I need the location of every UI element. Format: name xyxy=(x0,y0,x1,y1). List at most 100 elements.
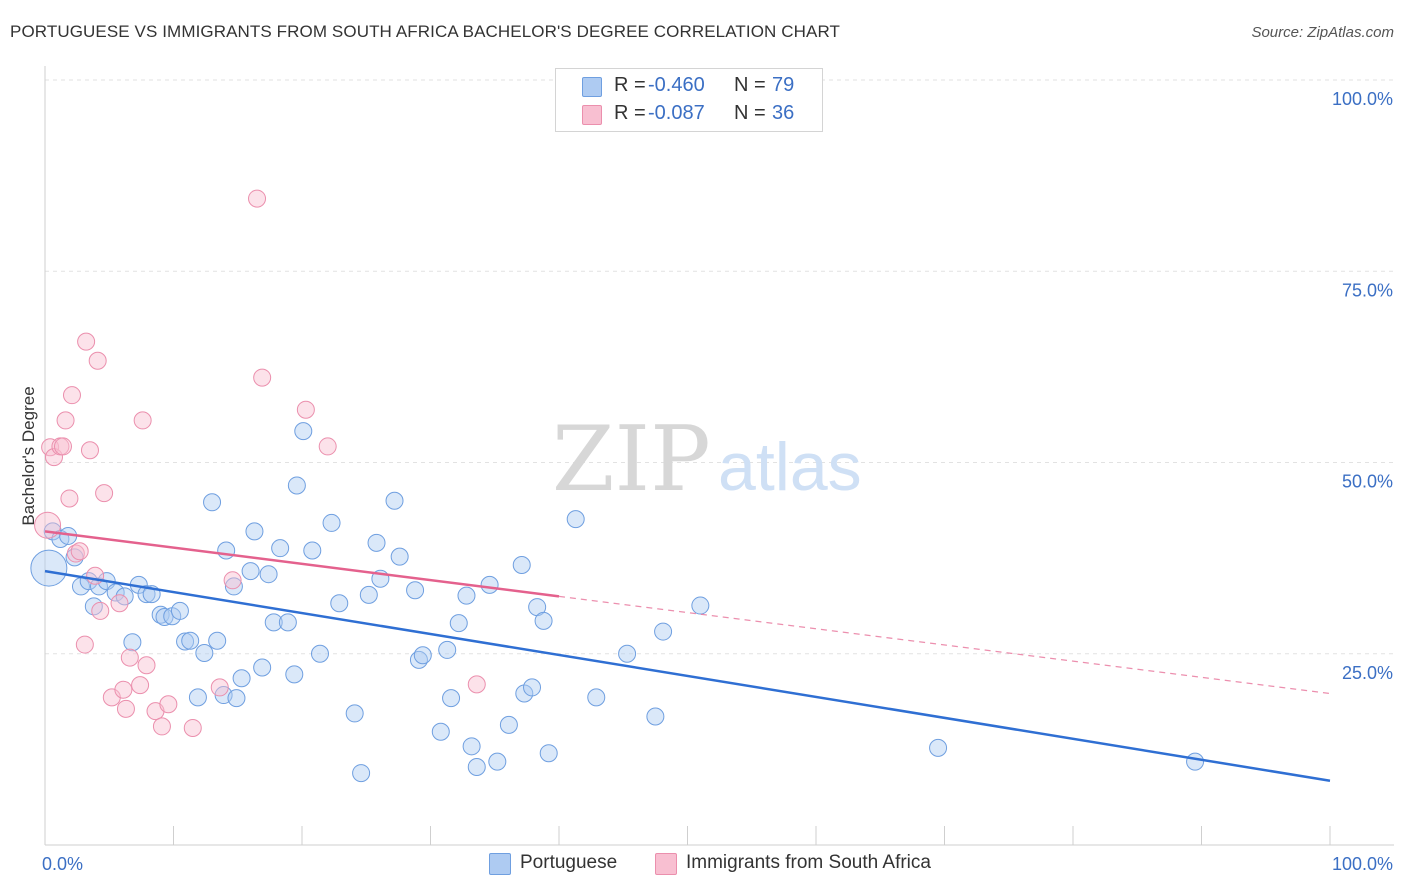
y-tick-label: 100.0% xyxy=(1332,89,1393,109)
data-point-south-africa xyxy=(210,678,229,697)
data-point-portuguese xyxy=(438,640,457,659)
data-point-portuguese xyxy=(442,689,461,708)
data-point-portuguese xyxy=(227,689,246,708)
legend-r-value: -0.087 xyxy=(648,102,705,124)
data-point-portuguese xyxy=(467,757,486,776)
data-point-portuguese xyxy=(618,644,637,663)
data-point-portuguese xyxy=(929,738,948,757)
data-point-south-africa xyxy=(88,351,107,370)
data-point-south-africa xyxy=(110,594,129,613)
data-point-portuguese xyxy=(457,586,476,605)
trend-line-south-africa-extension xyxy=(558,595,1331,695)
data-point-portuguese xyxy=(480,575,499,594)
data-point-portuguese xyxy=(431,722,450,741)
data-point-portuguese xyxy=(170,601,189,620)
legend-swatch-portuguese xyxy=(582,77,602,97)
data-point-south-africa xyxy=(80,441,99,460)
data-point-south-africa xyxy=(137,656,156,675)
data-point-portuguese xyxy=(264,613,283,632)
y-tick-label: 75.0% xyxy=(1342,280,1393,300)
series-portuguese xyxy=(30,422,1205,783)
data-point-south-africa xyxy=(34,511,62,539)
data-point-portuguese xyxy=(188,688,207,707)
y-tick-label: 25.0% xyxy=(1342,663,1393,683)
legend-r-label: R = xyxy=(614,102,646,124)
data-point-south-africa xyxy=(116,699,135,718)
legend-swatch-south-africa xyxy=(655,853,677,875)
data-point-south-africa xyxy=(248,189,267,208)
data-point-south-africa xyxy=(86,566,105,585)
data-point-south-africa xyxy=(114,680,133,699)
legend-n-label: N = xyxy=(734,74,766,96)
data-point-portuguese xyxy=(224,577,243,596)
data-point-south-africa xyxy=(223,571,242,590)
data-point-portuguese xyxy=(1186,752,1205,771)
data-point-portuguese xyxy=(278,613,297,632)
data-point-portuguese xyxy=(195,643,214,662)
data-point-portuguese xyxy=(406,581,425,600)
data-point-portuguese xyxy=(310,644,329,663)
data-point-portuguese xyxy=(691,596,710,615)
data-point-south-africa xyxy=(296,400,315,419)
series-south-africa xyxy=(34,189,486,737)
data-point-south-africa xyxy=(159,695,178,714)
data-point-south-africa xyxy=(253,368,272,387)
data-point-south-africa xyxy=(56,411,75,430)
data-point-portuguese xyxy=(566,510,585,529)
data-point-portuguese xyxy=(176,632,195,651)
data-point-portuguese xyxy=(385,491,404,510)
data-point-portuguese xyxy=(245,522,264,541)
data-point-portuguese xyxy=(499,715,518,734)
data-point-portuguese xyxy=(30,549,68,587)
stats-legend: R = -0.460 N = 79 R = -0.087 N = 36 xyxy=(555,68,823,132)
data-point-portuguese xyxy=(322,513,341,532)
data-point-portuguese xyxy=(271,539,290,558)
source-label: Source: ZipAtlas.com xyxy=(1251,24,1394,41)
legend-n-label: N = xyxy=(734,102,766,124)
data-point-portuguese xyxy=(462,737,481,756)
data-point-portuguese xyxy=(137,585,156,604)
data-point-portuguese xyxy=(155,608,174,627)
data-point-south-africa xyxy=(133,411,152,430)
data-point-portuguese xyxy=(259,565,278,584)
data-point-portuguese xyxy=(203,493,222,512)
data-point-portuguese xyxy=(352,764,371,783)
data-point-portuguese xyxy=(123,633,142,652)
y-tick-labels: 25.0% 50.0% 75.0% 100.0% xyxy=(1332,89,1393,683)
data-point-portuguese xyxy=(232,669,251,688)
data-point-portuguese xyxy=(294,422,313,441)
axes xyxy=(44,66,1394,846)
data-point-south-africa xyxy=(53,437,72,456)
legend-swatch-portuguese xyxy=(489,853,511,875)
x-tick-labels: 0.0% 100.0% xyxy=(42,854,1393,874)
data-point-south-africa xyxy=(91,601,110,620)
legend-label-portuguese: Portuguese xyxy=(520,852,618,873)
data-point-south-africa xyxy=(62,386,81,405)
legend-label-south-africa: Immigrants from South Africa xyxy=(686,852,931,873)
legend-r-label: R = xyxy=(614,74,646,96)
watermark-zip: ZIP xyxy=(552,407,711,512)
data-point-south-africa xyxy=(75,635,94,654)
data-point-portuguese xyxy=(646,707,665,726)
trend-lines xyxy=(44,530,1331,782)
data-point-portuguese xyxy=(253,658,272,677)
data-point-portuguese xyxy=(106,583,125,602)
data-point-portuguese xyxy=(285,665,304,684)
data-point-south-africa xyxy=(95,484,114,503)
data-point-portuguese xyxy=(523,678,542,697)
data-point-south-africa xyxy=(77,332,96,351)
x-tick-label: 0.0% xyxy=(42,854,83,874)
data-point-south-africa xyxy=(120,648,139,667)
trend-line-south-africa xyxy=(44,530,560,598)
legend-swatch-south-africa xyxy=(582,105,602,125)
data-point-portuguese xyxy=(367,533,386,552)
watermark: ZIP atlas xyxy=(552,407,862,512)
data-point-portuguese xyxy=(217,541,236,560)
data-point-portuguese xyxy=(241,562,260,581)
legend-n-value: 79 xyxy=(772,74,795,96)
data-point-south-africa xyxy=(183,718,202,737)
data-point-south-africa xyxy=(152,717,171,736)
data-point-portuguese xyxy=(208,631,227,650)
legend-r-value: -0.460 xyxy=(648,74,705,96)
